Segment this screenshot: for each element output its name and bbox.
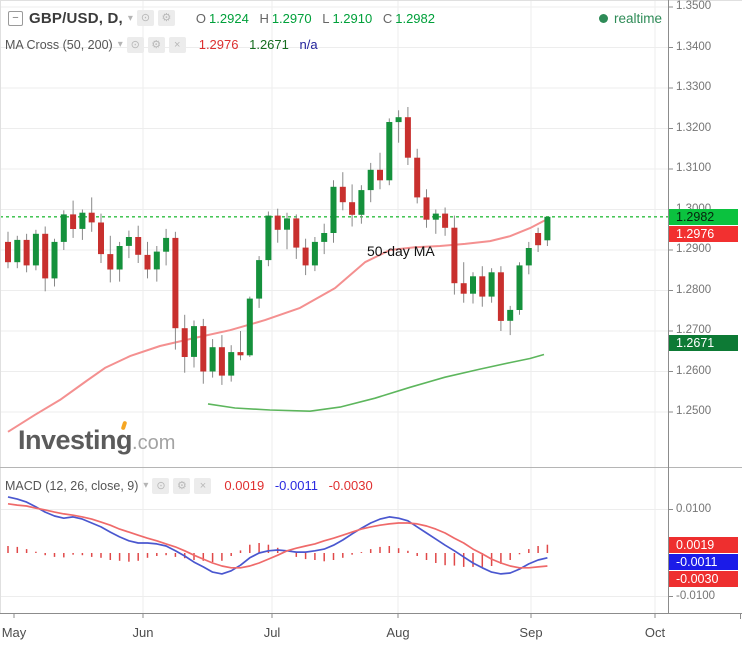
- price-tick-label: 1.3100: [676, 162, 712, 174]
- axis-badge-ma50-price: 1.2976: [669, 226, 738, 242]
- settings-icon[interactable]: ⚙: [157, 10, 175, 26]
- axis-badge-macd-hist: 0.0019: [669, 537, 738, 553]
- ma50-value: 1.2976: [198, 37, 239, 52]
- chevron-down-icon[interactable]: ▾: [143, 480, 149, 491]
- watermark-logo: Investing.com: [18, 420, 176, 456]
- macd-hist-value: 0.0019: [224, 478, 265, 493]
- price-tick-label: 1.2900: [676, 243, 712, 255]
- realtime-status: realtime: [598, 10, 662, 26]
- collapse-pane-icon[interactable]: −: [8, 10, 23, 26]
- price-tick-label: 1.3500: [676, 0, 712, 12]
- low-label: L: [322, 10, 330, 26]
- price-tick-label: 1.3200: [676, 121, 712, 134]
- price-tick-label: 1.3300: [676, 81, 712, 93]
- close-icon[interactable]: ×: [168, 36, 186, 53]
- ma-cross-header: MA Cross (50, 200) ▾ ⊙ ⚙ × 1.2976 1.2671…: [5, 36, 325, 53]
- low-value: 1.2910: [332, 10, 373, 26]
- price-tick-label: 1.2700: [676, 324, 712, 336]
- settings-icon[interactable]: ⚙: [147, 36, 165, 53]
- month-label-aug: Aug: [386, 625, 410, 640]
- visibility-icon[interactable]: ⊙: [136, 10, 154, 26]
- axis-badge-last-price: 1.2982: [669, 209, 738, 225]
- axis-badge-macd-line: -0.0011: [669, 554, 738, 570]
- close-icon[interactable]: ×: [194, 477, 212, 494]
- cross-value: n/a: [299, 37, 318, 52]
- price-tick-label: 1.3400: [676, 40, 712, 53]
- ohlc-readout: O 1.2924 H 1.2970 L 1.2910 C 1.2982: [189, 11, 435, 26]
- ma200-value: 1.2671: [249, 37, 289, 52]
- watermark-domain: .com: [132, 432, 176, 454]
- macd-line-value: -0.0011: [274, 478, 318, 493]
- chevron-down-icon[interactable]: ▾: [117, 39, 123, 50]
- axis-badge-macd-signal: -0.0030: [669, 571, 738, 587]
- month-label-jun: Jun: [132, 625, 154, 640]
- month-label-oct: Oct: [644, 625, 666, 640]
- realtime-dot-icon: [598, 13, 608, 23]
- month-label-sep: Sep: [519, 625, 543, 640]
- axis-badge-ma200-price: 1.2671: [669, 335, 738, 351]
- macd-title: MACD (12, 26, close, 9): [5, 478, 139, 493]
- ma-cross-values: 1.2976 1.2671 n/a: [199, 37, 325, 52]
- visibility-icon[interactable]: ⊙: [152, 477, 170, 494]
- ma50-annotation: 50-day MA: [367, 243, 435, 259]
- macd-signal-value: -0.0030: [328, 478, 373, 493]
- month-label-may: May: [1, 625, 27, 640]
- high-value: 1.2970: [271, 10, 312, 26]
- close-value: 1.2982: [395, 10, 435, 26]
- price-tick-label: 1.2600: [676, 364, 712, 377]
- macd-values: 0.0019 -0.0011 -0.0030: [224, 478, 379, 493]
- settings-icon[interactable]: ⚙: [173, 477, 191, 494]
- month-label-jul: Jul: [263, 625, 281, 640]
- close-label: C: [382, 10, 393, 26]
- symbol-title: GBP/USD, D,: [29, 9, 123, 27]
- macd-tick-label: -0.0100: [676, 589, 716, 602]
- open-value: 1.2924: [209, 10, 249, 26]
- symbol-header: − GBP/USD, D, ▾ ⊙ ⚙ O 1.2924 H 1.2970 L 1.2…: [8, 8, 742, 28]
- realtime-label: realtime: [613, 10, 662, 26]
- macd-header: MACD (12, 26, close, 9) ▾ ⊙ ⚙ × 0.0019 -…: [5, 477, 380, 494]
- price-tick-label: 1.2500: [676, 405, 712, 417]
- watermark-brand: Investing: [18, 425, 133, 455]
- ma-cross-title: MA Cross (50, 200): [5, 37, 113, 52]
- price-tick-label: 1.2800: [676, 283, 712, 296]
- macd-tick-label: 0.0100: [676, 502, 712, 515]
- open-label: O: [195, 10, 207, 26]
- visibility-icon[interactable]: ⊙: [126, 36, 144, 53]
- high-label: H: [259, 10, 269, 26]
- chevron-down-icon[interactable]: ▾: [127, 12, 133, 24]
